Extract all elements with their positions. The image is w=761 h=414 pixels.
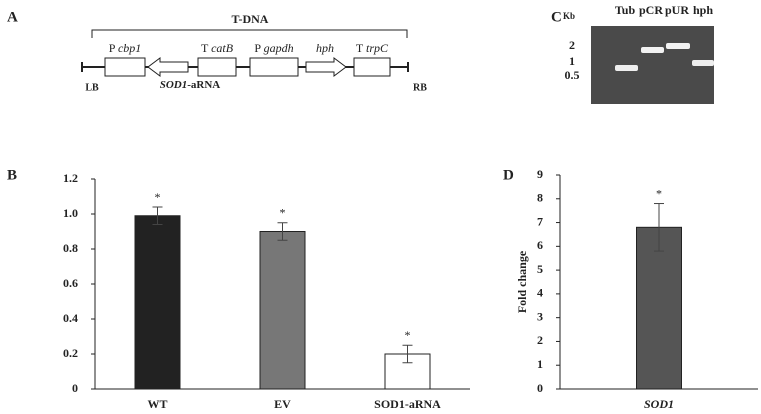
lane-label: pCR (639, 3, 663, 17)
element-label: hph (316, 41, 334, 55)
band (666, 43, 690, 49)
y-tick-label: 0.6 (63, 276, 78, 290)
lane-label: hph (693, 3, 713, 17)
element-label: T trpC (356, 41, 389, 55)
arrow (147, 57, 189, 77)
element-prefix: T (201, 41, 209, 55)
x-tick-label: WT (147, 397, 167, 411)
y-tick-label: 0 (72, 381, 78, 395)
antisense-label: SOD1-aRNA (160, 79, 221, 91)
y-tick-label: 4 (537, 286, 543, 300)
element-label: P gapdh (254, 41, 293, 55)
y-tick-label: 1.2 (63, 171, 78, 185)
y-tick-label: 1 (537, 357, 543, 371)
bar (636, 226, 682, 390)
construct (81, 29, 409, 77)
lane-label: Tub (615, 3, 636, 17)
y-tick-label: 2 (537, 333, 543, 347)
element-label: P cbp1 (109, 41, 142, 55)
marker-label: 2 (569, 38, 575, 52)
element-prefix: T (356, 41, 364, 55)
marker-label: 1 (569, 54, 575, 68)
gene: SOD1 (160, 79, 188, 91)
panel-label: A (7, 9, 18, 25)
annotation: * (656, 186, 662, 200)
y-tick-label: 8 (537, 191, 543, 205)
arrow (305, 57, 347, 77)
annotation: * (280, 206, 286, 220)
annotation: * (405, 328, 411, 342)
element-prefix: P (109, 41, 116, 55)
y-tick-label: 0.2 (63, 346, 78, 360)
terminator (197, 57, 237, 77)
panel-label: B (7, 167, 17, 183)
border-label: RB (413, 82, 427, 93)
charts: 0 0.2 0.4 0.6 0.8 1.0 1.2 * WT * EV * SOD1-aRNA 0 1 2 3 4… (63, 167, 758, 411)
element-name: gapdh (264, 41, 294, 55)
panel-label: D (503, 167, 514, 183)
y-tick-label: 0.8 (63, 241, 78, 255)
y-tick-label: 1.0 (63, 206, 78, 220)
y-tick-label: 5 (537, 262, 543, 276)
border-label: LB (85, 82, 99, 93)
band (692, 60, 714, 66)
x-tick-label: EV (274, 397, 291, 411)
bar (134, 215, 181, 390)
element-name: hph (316, 41, 334, 55)
y-tick-label: 0.4 (63, 311, 78, 325)
panel-label: C (551, 9, 562, 25)
annotation: * (155, 190, 161, 204)
band (615, 65, 638, 71)
bar (259, 231, 306, 390)
element-name: trpC (366, 41, 389, 55)
chart: 0 1 2 3 4 5 6 7 8 9 Fold change * SOD1 (515, 167, 758, 411)
marker-label: 0.5 (565, 68, 580, 82)
construct-title: T-DNA (232, 12, 269, 26)
terminator (353, 57, 391, 77)
y-tick-label: 6 (537, 238, 543, 252)
x-tick-label: SOD1 (644, 397, 674, 411)
y-axis-label: Fold change (515, 250, 529, 313)
band (641, 47, 664, 53)
promoter (104, 57, 146, 77)
bracket (91, 29, 408, 38)
promoter (249, 57, 299, 77)
x-tick-label: SOD1-aRNA (374, 397, 441, 411)
element-name: catB (211, 41, 234, 55)
y-tick-label: 9 (537, 167, 543, 181)
gel-labels: Tub pCR pUR hph 2 10.5 (565, 3, 714, 82)
chart: 0 0.2 0.4 0.6 0.8 1.0 1.2 * WT * EV * SOD1-aRNA (63, 171, 470, 411)
y-tick-label: 3 (537, 309, 543, 323)
element-label: T catB (201, 41, 234, 55)
y-tick-label: 7 (537, 214, 543, 228)
element-name: cbp1 (118, 41, 141, 55)
lane-label: pUR (665, 3, 689, 17)
suffix: -aRNA (187, 79, 220, 91)
gel-unit: Kb (563, 11, 575, 21)
y-tick-label: 0 (537, 381, 543, 395)
element-prefix: P (254, 41, 261, 55)
